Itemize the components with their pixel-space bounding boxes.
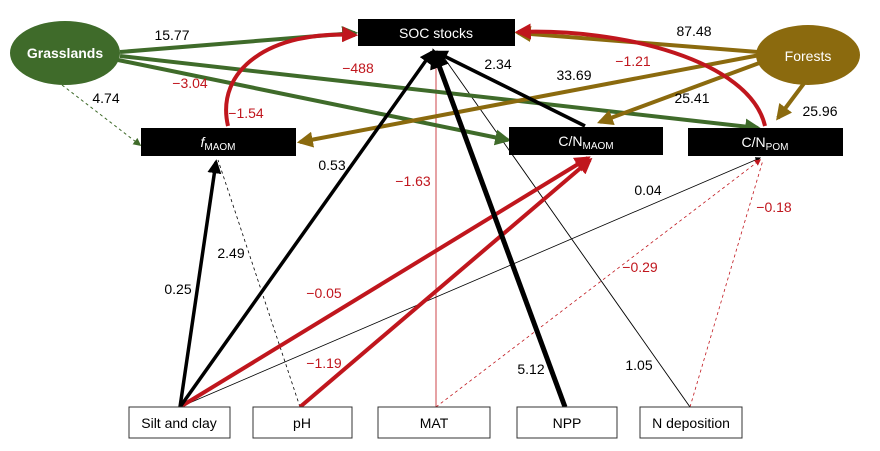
soc-label: SOC stocks xyxy=(399,25,473,41)
coef-silt-soc: 0.53 xyxy=(318,157,345,173)
coef-forest-soc: 87.48 xyxy=(676,23,711,39)
cnmaom-label-sub: MAOM xyxy=(583,141,614,152)
cnpom-label-prefix: C/N xyxy=(742,134,766,150)
mat-label: MAT xyxy=(420,415,449,431)
coef-ph-cnmaom: −1.19 xyxy=(306,355,342,371)
path-silt-cnmaom xyxy=(178,156,591,409)
coef-grass-fmaom: 4.74 xyxy=(92,90,119,106)
path-cnmaom-soc xyxy=(433,50,586,128)
ph-label: pH xyxy=(293,415,311,431)
fmaom-label-sub: MAOM xyxy=(204,142,235,153)
path-silt-cnpom xyxy=(179,157,762,408)
node-forests: Forests xyxy=(756,25,860,85)
path-grass-fmaom xyxy=(61,84,142,146)
coef-cnmaom-soc: 2.34 xyxy=(484,56,511,72)
path-grass-cnmaom xyxy=(117,58,512,146)
path-ph-cnmaom xyxy=(298,157,593,409)
cnmaom-label-prefix: C/N xyxy=(558,133,582,149)
coef-forest-fmaom: 33.69 xyxy=(556,67,591,83)
node-mat: MAT xyxy=(377,406,491,439)
path-grass-cnpom xyxy=(119,54,762,135)
coef-mat-soc: −1.63 xyxy=(395,173,431,189)
node-npp: NPP xyxy=(516,406,618,439)
coef-grass-cnpom: −488 xyxy=(342,60,374,76)
coef-fmaom-soc-a: −3.04 xyxy=(172,75,208,91)
coef-fmaom-soc-b: −1.54 xyxy=(228,105,264,121)
fmaom-label-prefix: f xyxy=(201,134,207,150)
path-ndep-soc xyxy=(439,51,691,408)
node-cn-maom: C/NMAOM xyxy=(509,127,663,155)
path-fmaom-soc xyxy=(224,26,359,127)
svg-text:C/NPOM: C/NPOM xyxy=(742,134,789,153)
coef-ndep-cnmaom: 1.05 xyxy=(625,357,652,373)
node-fmaom: fMAOM xyxy=(141,128,296,156)
grasslands-label: Grasslands xyxy=(27,45,103,61)
coef-silt-cnmaom: −0.05 xyxy=(306,285,342,301)
node-soc-stocks: SOC stocks xyxy=(358,19,515,46)
silt-label: Silt and clay xyxy=(141,415,216,431)
svg-text:C/NMAOM: C/NMAOM xyxy=(558,133,613,152)
path-forest-cnpom xyxy=(776,80,807,121)
forests-label: Forests xyxy=(785,48,832,64)
path-mat-cnpom xyxy=(435,159,762,408)
path-ph-fmaom xyxy=(217,159,301,408)
path-silt-soc xyxy=(178,49,434,409)
path-silt-fmaom xyxy=(178,159,222,408)
node-cn-pom: C/NPOM xyxy=(688,128,843,156)
ndep-label: N deposition xyxy=(652,415,730,431)
path-cnpom-soc xyxy=(514,23,767,127)
node-silt-clay: Silt and clay xyxy=(128,406,231,439)
coef-ndep-cnpom: −0.18 xyxy=(756,199,792,215)
path-ndep-cnpom xyxy=(689,159,764,408)
coef-mat-cnpom: −0.29 xyxy=(622,259,658,275)
coef-ph-fmaom: 2.49 xyxy=(217,245,244,261)
node-n-deposition: N deposition xyxy=(639,406,743,439)
npp-label: NPP xyxy=(553,415,582,431)
cnpom-label-sub: POM xyxy=(766,142,789,153)
coef-npp-soc: 5.12 xyxy=(517,361,544,377)
path-npp-soc xyxy=(430,48,568,408)
path-forest-cnmaom xyxy=(596,60,763,126)
coef-forest-soc-red: −1.21 xyxy=(615,53,651,69)
node-ph: pH xyxy=(252,406,353,439)
coef-silt-fmaom: 0.25 xyxy=(164,281,191,297)
coef-silt-cnpom: 0.04 xyxy=(634,182,661,198)
coef-forest-cnmaom: 25.41 xyxy=(674,90,709,106)
svg-text:fMAOM: fMAOM xyxy=(201,134,236,153)
coef-grass-soc: 15.77 xyxy=(154,27,189,43)
node-grasslands: Grasslands xyxy=(10,21,120,85)
coef-forest-cnpom: 25.96 xyxy=(802,103,837,119)
